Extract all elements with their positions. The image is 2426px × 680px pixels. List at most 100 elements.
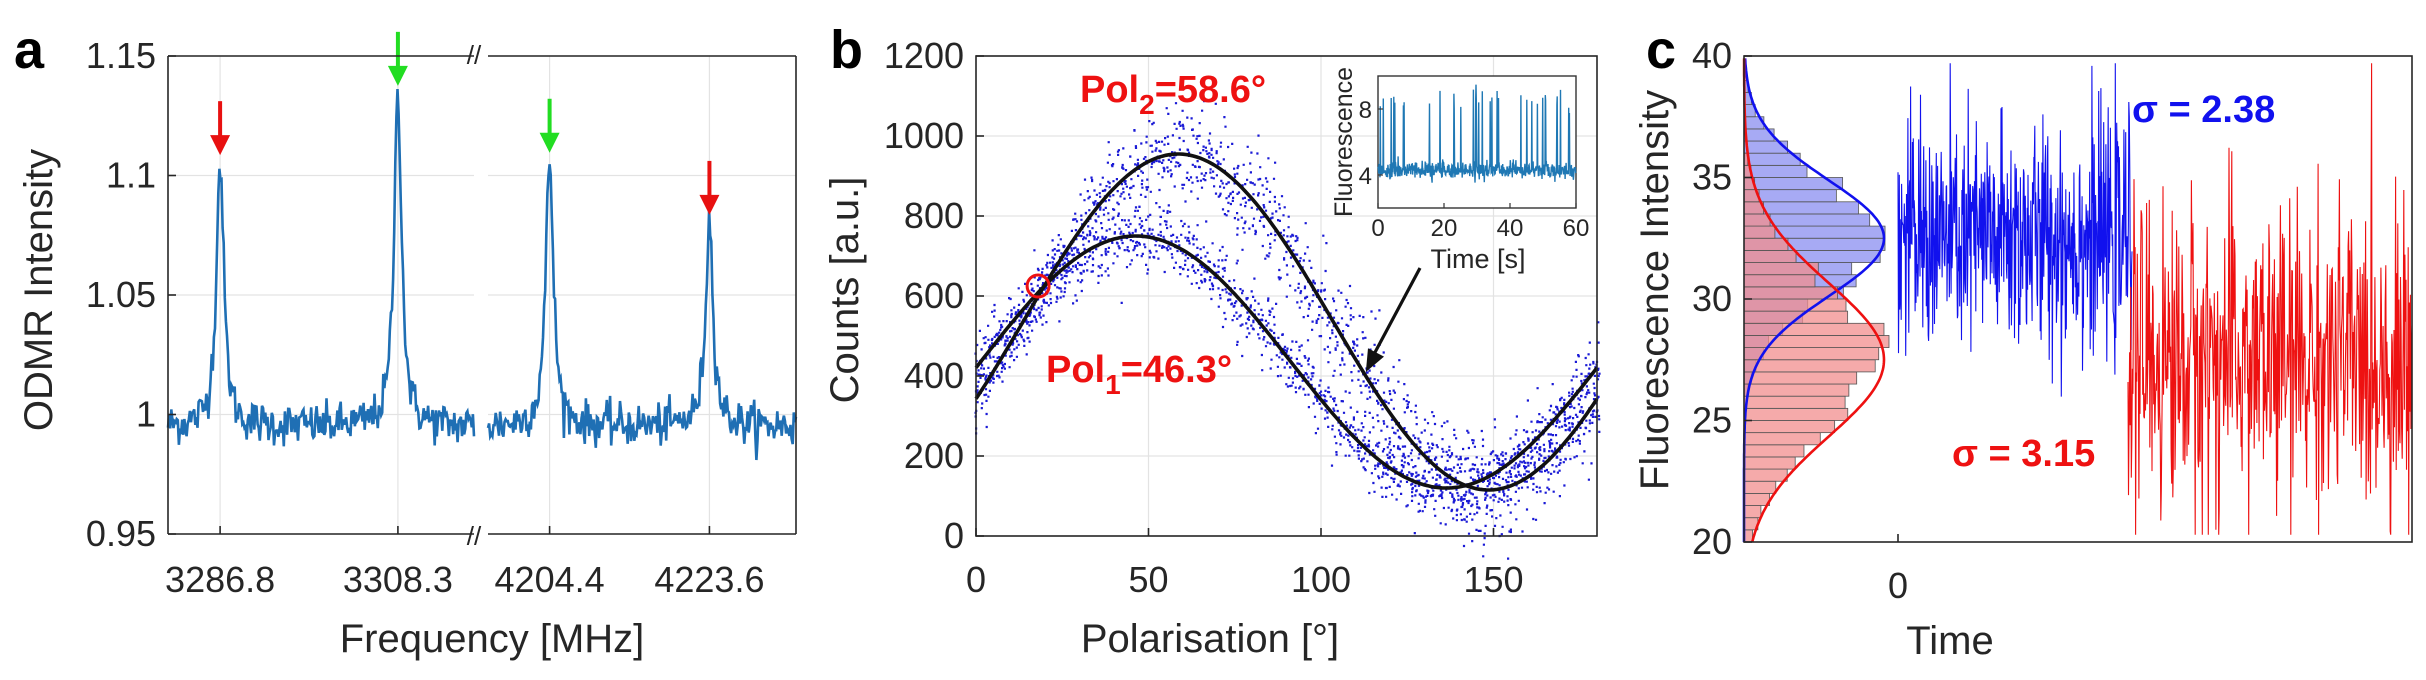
- panel-b: b Counts [a.u.] Polarisation [°] 0200400…: [823, 20, 1601, 661]
- time-trace-red: [2127, 63, 2413, 535]
- histogram-red: [1743, 152, 1890, 543]
- panel-a: a ODMR Intensity Frequency [MHz] 0.95 1 1.…: [14, 20, 798, 661]
- panel-a-xlabel: Frequency [MHz]: [340, 617, 645, 661]
- panel-a-axis-break-bottom: //: [467, 521, 482, 551]
- panel-c-ylabel: Fluorescence Intensity: [1633, 90, 1677, 490]
- inset-ytick-label: 4: [1359, 163, 1372, 190]
- histogram-bar: [1743, 335, 1890, 349]
- pol2-rest: =58.6°: [1155, 69, 1266, 111]
- panel-b-xtick-label: 50: [1128, 559, 1168, 600]
- inset-ytick-label: 8: [1359, 97, 1372, 124]
- panel-b-ytick-label: 1200: [884, 35, 964, 76]
- panel-b-fits: [974, 152, 1599, 492]
- panel-c-time-traces: [1897, 63, 2413, 535]
- panel-b-ytick-label: 0: [944, 515, 964, 556]
- marked-data-point: [1025, 273, 1051, 299]
- panel-a-xtick-label: 3308.3: [343, 559, 453, 600]
- panel-b-xtick-label: 0: [966, 559, 986, 600]
- panel-a-ytick-label: 1: [136, 394, 156, 435]
- panel-c-ytick-label: 40: [1692, 35, 1732, 76]
- panel-b-xticks: 0 50 100 150: [966, 528, 1524, 600]
- histogram-bar: [1743, 468, 1788, 482]
- histogram-bar: [1743, 444, 1805, 458]
- histogram-bar: [1743, 371, 1858, 385]
- histogram-bar: [1743, 480, 1777, 494]
- panel-b-yticks: 0 200 400 600 800 1000 1200: [884, 35, 984, 556]
- histogram-bar: [1743, 492, 1770, 506]
- inset-plot: 0 20 40 60 4 8 Fluorescence Time [s]: [1330, 67, 1589, 274]
- gaussian-fit-red: [1742, 58, 1886, 543]
- panel-c-ytick-label: 30: [1692, 278, 1732, 319]
- panel-c-letter: c: [1646, 20, 1676, 80]
- inset-xtick-label: 0: [1371, 215, 1384, 242]
- panel-a-series: [166, 88, 798, 461]
- histogram-bar: [1743, 274, 1816, 288]
- panel-a-arrows: [210, 31, 720, 215]
- histogram-bar: [1743, 213, 1771, 227]
- peak-arrow-red: [699, 160, 720, 215]
- histogram-bar: [1743, 322, 1885, 336]
- odmr-trace-2: [486, 164, 798, 461]
- panel-c-xtick-0: 0: [1888, 565, 1908, 606]
- panel-b-xtick-label: 100: [1291, 559, 1351, 600]
- inset-series: [1377, 84, 1577, 183]
- panel-b-ytick-label: 200: [904, 435, 964, 476]
- panel-b-ytick-label: 1000: [884, 115, 964, 156]
- panel-a-xtick-label: 3286.8: [165, 559, 275, 600]
- peak-arrow-green: [539, 98, 560, 153]
- odmr-trace-1: [166, 88, 476, 447]
- time-trace-blue: [1897, 63, 2133, 397]
- histogram-bar: [1743, 225, 1776, 239]
- panel-a-axis-break-top: //: [467, 40, 482, 70]
- fit-curve-pol1: [974, 234, 1599, 490]
- panel-b-ylabel: Counts [a.u.]: [823, 177, 867, 404]
- panel-c: c Fluorescence Intensity Time 20 25 30 35 40…: [1633, 20, 2413, 663]
- inset-ylabel: Fluorescence: [1330, 67, 1358, 217]
- histogram-bar: [1743, 237, 1789, 251]
- inset-fluorescence-trace: [1377, 84, 1577, 183]
- panel-a-xtick-label: 4223.6: [654, 559, 764, 600]
- panel-b-ytick-label: 600: [904, 275, 964, 316]
- histogram-bar: [1743, 420, 1836, 434]
- histogram-bar: [1743, 432, 1821, 446]
- panel-b-ytick-label: 800: [904, 195, 964, 236]
- inset-xtick-label: 20: [1431, 215, 1458, 242]
- pol2-annotation: Pol2=58.6°: [1080, 69, 1266, 120]
- panel-b-letter: b: [830, 20, 863, 80]
- panel-b-ytick-label: 400: [904, 355, 964, 396]
- panel-c-yticks: 20 25 30 35 40: [1692, 35, 1752, 562]
- histogram-bar: [1743, 359, 1876, 373]
- panel-c-ytick-label: 25: [1692, 400, 1732, 441]
- panel-a-ytick-label: 1.1: [106, 155, 156, 196]
- inset-pointer-arrow: [1365, 267, 1422, 372]
- panel-c-histograms: [1743, 79, 1890, 543]
- histogram-bar: [1743, 407, 1849, 421]
- pol1-base: Pol: [1046, 349, 1105, 391]
- fit-curve-pol2: [974, 152, 1599, 492]
- pol1-annotation: Pol1=46.3°: [1046, 349, 1232, 400]
- panel-c-xlabel: Time: [1906, 619, 1993, 663]
- sigma-red-label: σ = 3.15: [1952, 433, 2095, 475]
- panel-b-xlabel: Polarisation [°]: [1081, 617, 1339, 661]
- panel-b-xtick-label: 150: [1463, 559, 1523, 600]
- histogram-bar: [1743, 164, 1808, 178]
- histogram-bar: [1743, 456, 1796, 470]
- panel-a-xtick-label: 4204.4: [495, 559, 605, 600]
- pol1-rest: =46.3°: [1121, 349, 1232, 391]
- panel-c-ytick-label: 20: [1692, 521, 1732, 562]
- inset-xtick-label: 60: [1563, 215, 1590, 242]
- panel-a-ytick-label: 1.05: [86, 274, 156, 315]
- histogram-bar: [1743, 286, 1839, 300]
- panel-a-ylabel: ODMR Intensity: [17, 149, 61, 431]
- peak-arrow-green: [387, 31, 408, 86]
- inset-xtick-label: 40: [1497, 215, 1524, 242]
- panel-a-ytick-label: 0.95: [86, 513, 156, 554]
- histogram-bar: [1743, 395, 1846, 409]
- inset-xlabel: Time [s]: [1430, 244, 1525, 274]
- histogram-bar: [1743, 298, 1847, 312]
- histogram-bar: [1743, 505, 1762, 519]
- pol2-sub: 2: [1139, 89, 1155, 120]
- histogram-bar: [1743, 249, 1797, 263]
- histogram-bar: [1743, 383, 1850, 397]
